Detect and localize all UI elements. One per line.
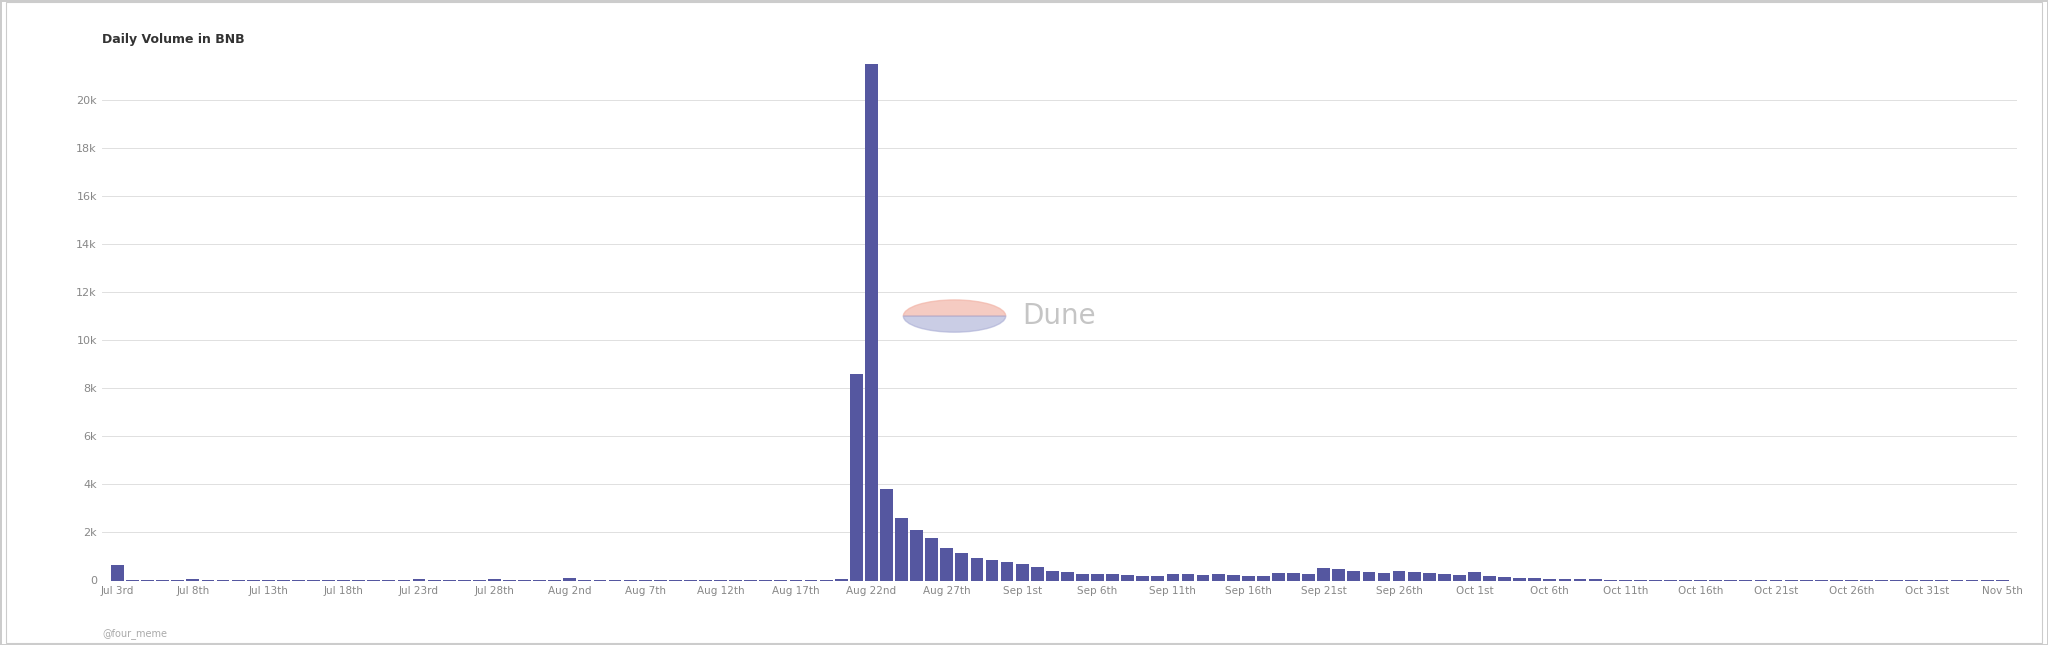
Bar bbox=[1423, 573, 1436, 580]
Bar bbox=[985, 560, 997, 580]
Bar bbox=[1303, 574, 1315, 580]
Bar bbox=[1378, 573, 1391, 580]
Bar bbox=[1151, 576, 1163, 580]
Bar bbox=[864, 64, 879, 580]
Bar bbox=[111, 565, 123, 580]
Bar bbox=[1362, 572, 1376, 580]
Bar bbox=[1348, 571, 1360, 580]
Bar bbox=[1030, 568, 1044, 580]
Bar bbox=[1092, 574, 1104, 580]
Bar bbox=[1544, 579, 1556, 580]
Bar bbox=[850, 373, 862, 580]
Bar bbox=[1468, 572, 1481, 580]
Bar bbox=[1407, 572, 1421, 580]
Bar bbox=[1393, 571, 1405, 580]
Bar bbox=[881, 489, 893, 580]
Bar bbox=[1122, 575, 1135, 580]
Bar bbox=[1499, 577, 1511, 580]
Bar bbox=[1167, 574, 1180, 580]
Bar bbox=[1589, 579, 1602, 580]
Bar bbox=[1106, 575, 1118, 580]
Bar bbox=[1241, 576, 1255, 580]
Bar bbox=[1452, 575, 1466, 580]
Bar bbox=[1257, 576, 1270, 580]
Text: @four_meme: @four_meme bbox=[102, 628, 168, 639]
Bar bbox=[940, 548, 952, 580]
Bar bbox=[1016, 564, 1028, 580]
Bar bbox=[836, 579, 848, 580]
Text: Dune: Dune bbox=[1022, 302, 1096, 330]
Bar bbox=[1573, 579, 1587, 580]
Bar bbox=[926, 539, 938, 580]
Bar bbox=[1528, 579, 1542, 580]
Bar bbox=[956, 553, 969, 580]
Bar bbox=[1047, 571, 1059, 580]
Bar bbox=[1196, 575, 1210, 580]
Bar bbox=[895, 518, 907, 580]
Bar bbox=[1212, 574, 1225, 580]
Bar bbox=[487, 579, 502, 580]
Bar bbox=[563, 578, 575, 580]
Bar bbox=[1182, 574, 1194, 580]
Bar bbox=[1286, 573, 1300, 580]
Bar bbox=[1483, 576, 1495, 580]
Bar bbox=[1075, 573, 1090, 580]
Bar bbox=[1438, 574, 1450, 580]
Bar bbox=[1001, 562, 1014, 581]
Bar bbox=[1317, 568, 1329, 580]
Bar bbox=[412, 579, 426, 580]
Bar bbox=[1272, 573, 1284, 580]
Bar bbox=[1137, 576, 1149, 580]
Text: Daily Volume in BNB: Daily Volume in BNB bbox=[102, 34, 246, 46]
Bar bbox=[1061, 572, 1073, 580]
Bar bbox=[186, 579, 199, 580]
Bar bbox=[909, 530, 924, 580]
Bar bbox=[1227, 575, 1239, 580]
Bar bbox=[971, 558, 983, 580]
Bar bbox=[1333, 570, 1346, 580]
Bar bbox=[1559, 579, 1571, 580]
Bar bbox=[1513, 578, 1526, 580]
